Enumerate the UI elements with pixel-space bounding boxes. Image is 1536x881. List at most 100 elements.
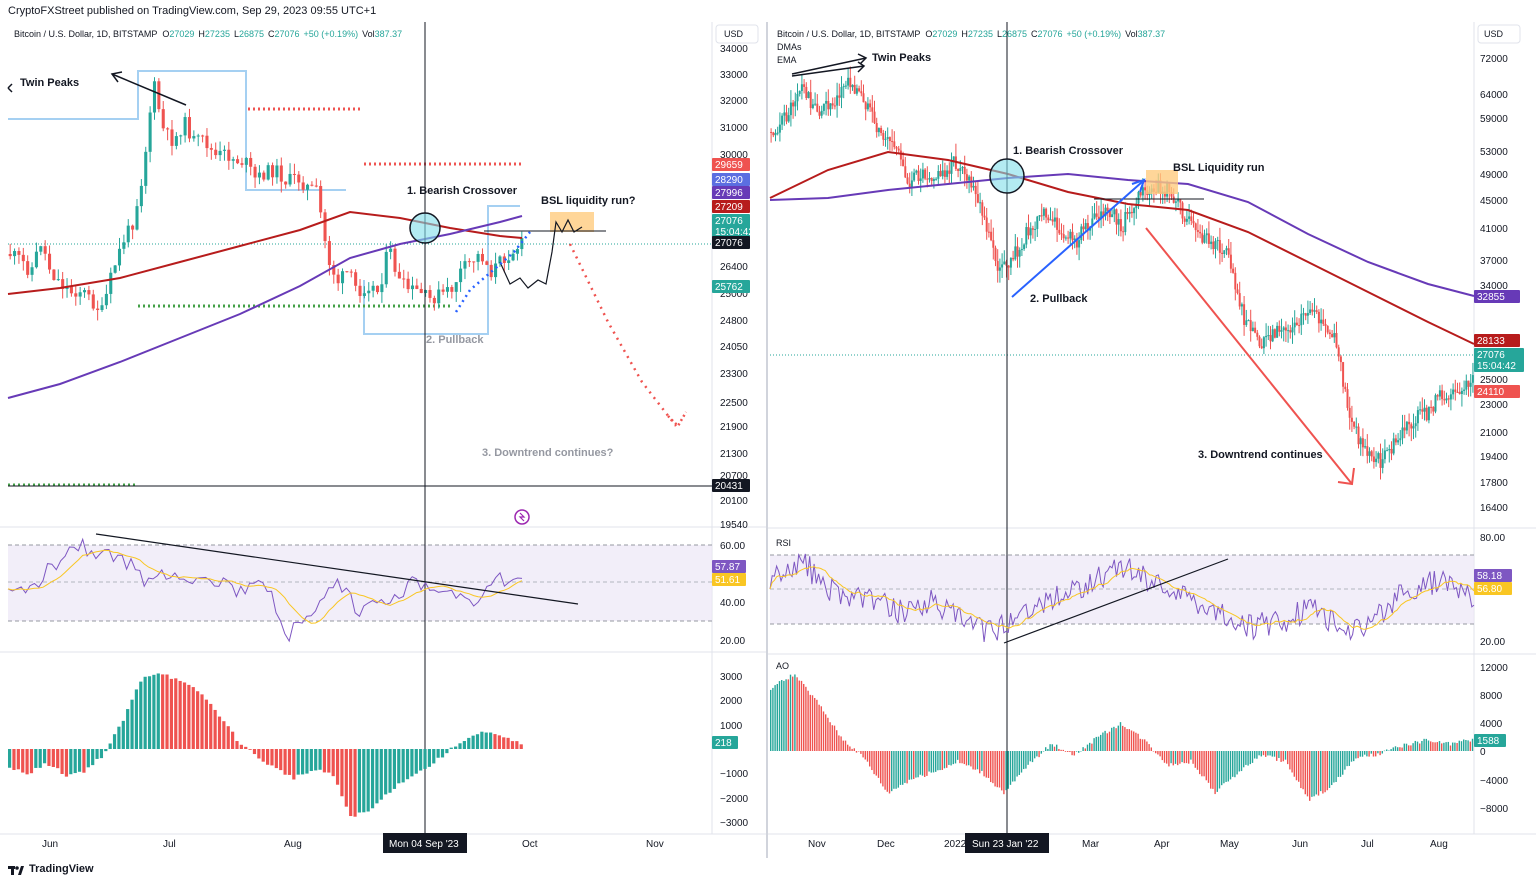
candle-body bbox=[161, 109, 165, 129]
annot-bsl-run: BSL Liquidity run bbox=[1173, 162, 1265, 174]
ao-bar bbox=[1111, 727, 1113, 751]
right-chart-panel[interactable]: Twin Peaks 1. Bearish Crossover BSL Liqu… bbox=[768, 22, 1536, 858]
candle-body bbox=[930, 178, 933, 181]
candle-body bbox=[1375, 458, 1378, 463]
ao-bar bbox=[1320, 751, 1322, 792]
ao-bar bbox=[772, 687, 774, 751]
candle-body bbox=[1095, 213, 1098, 217]
candle-body bbox=[1234, 272, 1237, 290]
overlay-label-dmas: DMAs bbox=[777, 42, 802, 52]
ao-bar bbox=[976, 751, 979, 770]
right-chart-svg[interactable]: Twin Peaks 1. Bearish Crossover BSL Liqu… bbox=[768, 22, 1536, 858]
candle-body bbox=[1317, 311, 1320, 324]
publisher-bar: CryptoFXStreet published on TradingView.… bbox=[0, 0, 1536, 22]
currency-button-left[interactable]: USD bbox=[715, 24, 759, 44]
ao-bar bbox=[1326, 751, 1328, 791]
price-tick-label: 64000 bbox=[1480, 90, 1508, 101]
rsi-value-label: 57.87 bbox=[715, 562, 740, 573]
candle-body bbox=[1080, 226, 1083, 241]
price-axis-right[interactable]: 72000 64000 59000 53000 49000 45000 41000 37000… bbox=[1480, 54, 1508, 514]
ao-bar bbox=[1020, 751, 1023, 773]
time-axis-left[interactable]: Jun Jul Aug Oct Nov bbox=[42, 839, 664, 850]
candle-body bbox=[1333, 333, 1336, 338]
ao-bar bbox=[467, 737, 471, 749]
ao-bar bbox=[1137, 733, 1139, 751]
ao-bar bbox=[831, 725, 833, 751]
time-tick-label: May bbox=[1220, 839, 1239, 850]
candle-body bbox=[803, 84, 806, 87]
candle-body bbox=[1445, 398, 1448, 401]
candle-body bbox=[511, 253, 515, 261]
panel-divider bbox=[766, 22, 768, 858]
price-label: 27076 bbox=[715, 238, 743, 249]
ao-bar bbox=[1368, 751, 1370, 757]
ao-bar bbox=[1240, 751, 1243, 772]
price-tick-label: 37000 bbox=[1480, 256, 1508, 267]
price-tick-label: 49000 bbox=[1480, 170, 1508, 181]
ao-bar bbox=[1025, 751, 1027, 769]
candle-body bbox=[1467, 380, 1470, 387]
ao-bar bbox=[143, 676, 147, 749]
ao-bar bbox=[789, 674, 792, 751]
candle-body bbox=[1122, 231, 1125, 233]
ao-bar bbox=[209, 703, 213, 749]
candle-body bbox=[772, 132, 775, 136]
candle-body bbox=[371, 285, 375, 291]
candle-body bbox=[472, 261, 476, 263]
ao-bar bbox=[300, 749, 305, 775]
candle-body bbox=[880, 128, 883, 134]
candle-body bbox=[1405, 421, 1408, 431]
ao-bar bbox=[1251, 751, 1254, 763]
candle-body bbox=[1471, 375, 1474, 383]
tradingview-logo[interactable]: TradingView bbox=[8, 858, 94, 881]
candle-body bbox=[82, 290, 87, 293]
ao-bar bbox=[1364, 751, 1366, 755]
ao-bar bbox=[1408, 745, 1410, 751]
ao-bar bbox=[397, 749, 401, 784]
ao-axis-left: 3000 2000 1000 −1000 −2000 −3000 218 bbox=[712, 672, 749, 829]
ao-bar bbox=[1269, 751, 1271, 756]
candle-body bbox=[1124, 212, 1127, 232]
candle-body bbox=[1320, 319, 1323, 324]
ao-bar bbox=[941, 751, 943, 770]
crosshair-date: Mon 04 Sep '23 bbox=[389, 839, 459, 850]
ao-bar bbox=[1372, 751, 1375, 757]
ao-bar bbox=[318, 749, 322, 770]
candle-body bbox=[928, 178, 931, 180]
ao-bar bbox=[968, 751, 970, 766]
ao-bar bbox=[1232, 751, 1234, 777]
ao-bar bbox=[502, 737, 506, 749]
candle-body bbox=[1221, 252, 1224, 254]
ao-bar bbox=[475, 734, 480, 749]
ao-bar bbox=[844, 740, 847, 751]
ao-bar bbox=[12, 749, 16, 771]
candle-body bbox=[1001, 264, 1004, 268]
ao-bar bbox=[990, 751, 992, 783]
ao-bar bbox=[932, 751, 935, 773]
price-label: 24110 bbox=[1477, 387, 1505, 398]
ao-bar bbox=[375, 749, 379, 804]
price-label-bg bbox=[712, 236, 750, 249]
ao-bar bbox=[798, 680, 800, 751]
lightning-icon[interactable] bbox=[514, 509, 530, 525]
ao-bar bbox=[296, 749, 300, 775]
time-axis-right[interactable]: Nov Dec 2022 Mar Apr May Jun Jul Aug bbox=[808, 839, 1448, 850]
candle-body bbox=[1128, 211, 1131, 214]
candle-body bbox=[1449, 394, 1452, 400]
candle-body bbox=[1111, 214, 1114, 218]
candle-body bbox=[231, 159, 235, 161]
left-chart-panel[interactable]: Twin Peaks 1. Bearish Crossover BSL liqu… bbox=[0, 22, 766, 858]
candle-body bbox=[1258, 336, 1261, 347]
currency-button-right[interactable]: USD bbox=[1477, 24, 1521, 44]
candle-body bbox=[818, 111, 821, 116]
price-label-bg bbox=[1474, 348, 1524, 372]
ao-bar bbox=[924, 751, 926, 777]
candle-body bbox=[1399, 438, 1402, 441]
ao-bar bbox=[963, 751, 965, 765]
twin-peaks-arrowhead-1 bbox=[857, 53, 868, 65]
left-chart-svg[interactable]: Twin Peaks 1. Bearish Crossover BSL liqu… bbox=[0, 22, 766, 858]
ao-bar bbox=[1416, 741, 1419, 751]
candle-body bbox=[8, 254, 12, 257]
candle-body bbox=[1273, 329, 1276, 338]
